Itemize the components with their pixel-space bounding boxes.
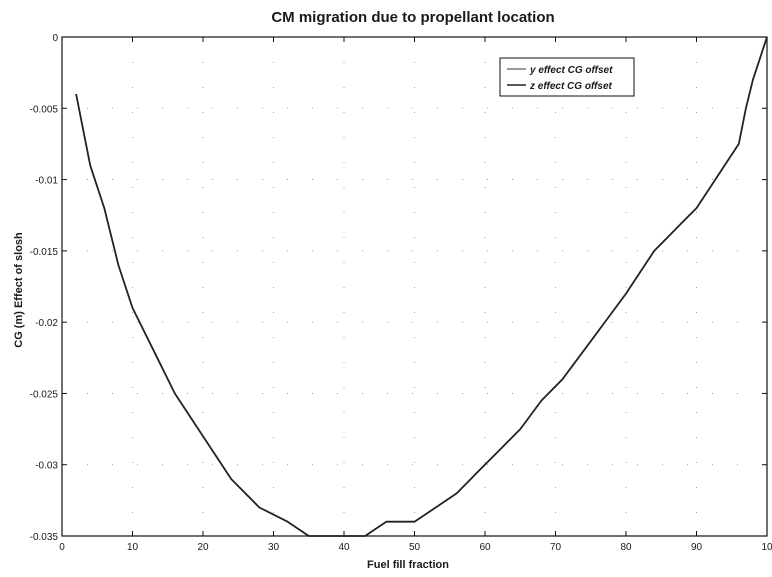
- legend-label-z-effect: z effect CG offset: [529, 81, 613, 92]
- x-tick-label: 0: [59, 542, 65, 553]
- y-tick-label: -0.035: [30, 532, 59, 543]
- chart-title: CM migration due to propellant location: [271, 9, 554, 26]
- x-tick-label: 10: [127, 542, 139, 553]
- x-tick-label: 60: [479, 542, 491, 553]
- legend-box: [499, 57, 635, 97]
- x-tick-label: 40: [338, 542, 350, 553]
- y-tick-label: -0.02: [35, 318, 58, 329]
- y-tick-label: 0: [52, 33, 58, 44]
- x-tick-label: 80: [620, 542, 632, 553]
- y-axis-label: CG (m) Effect of slosh: [13, 232, 25, 348]
- x-axis-label: Fuel fill fraction: [367, 559, 449, 571]
- y-tick-label: -0.005: [30, 104, 59, 115]
- x-tick-label: 50: [409, 542, 421, 553]
- y-tick-label: -0.015: [30, 247, 59, 258]
- y-tick-label: -0.025: [30, 389, 59, 400]
- y-tick-label: -0.03: [35, 461, 58, 472]
- x-tick-label: 30: [268, 542, 280, 553]
- tick-layer: 0 10 20 30 40 50 60 70 80 90 100-0.005-0.01-0.015-…: [30, 33, 772, 553]
- series-layer: [75, 36, 768, 537]
- x-tick-label: 20: [197, 542, 209, 553]
- legend-label-y-effect: y effect CG offset: [529, 65, 613, 76]
- x-tick-label: 10: [761, 542, 772, 553]
- x-tick-label: 90: [691, 542, 703, 553]
- legend: y effect CG offset z effect CG offset: [499, 57, 635, 97]
- y-tick-label: -0.01: [35, 176, 58, 187]
- series-line-z-effect: [75, 36, 768, 537]
- x-tick-label: 70: [550, 542, 562, 553]
